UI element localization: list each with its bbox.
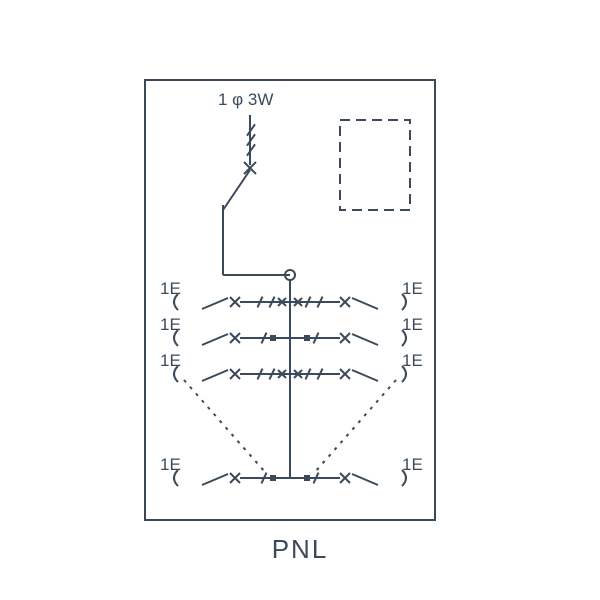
phase-label: 1 φ 3W [218, 90, 273, 109]
panel-title: PNL [272, 534, 329, 564]
branch-label-right: 1E [402, 351, 423, 370]
dashed-placeholder [340, 120, 410, 210]
branch-label-right: 1E [402, 279, 423, 298]
branch-label-right: 1E [402, 455, 423, 474]
branch-label-right: 1E [402, 315, 423, 334]
